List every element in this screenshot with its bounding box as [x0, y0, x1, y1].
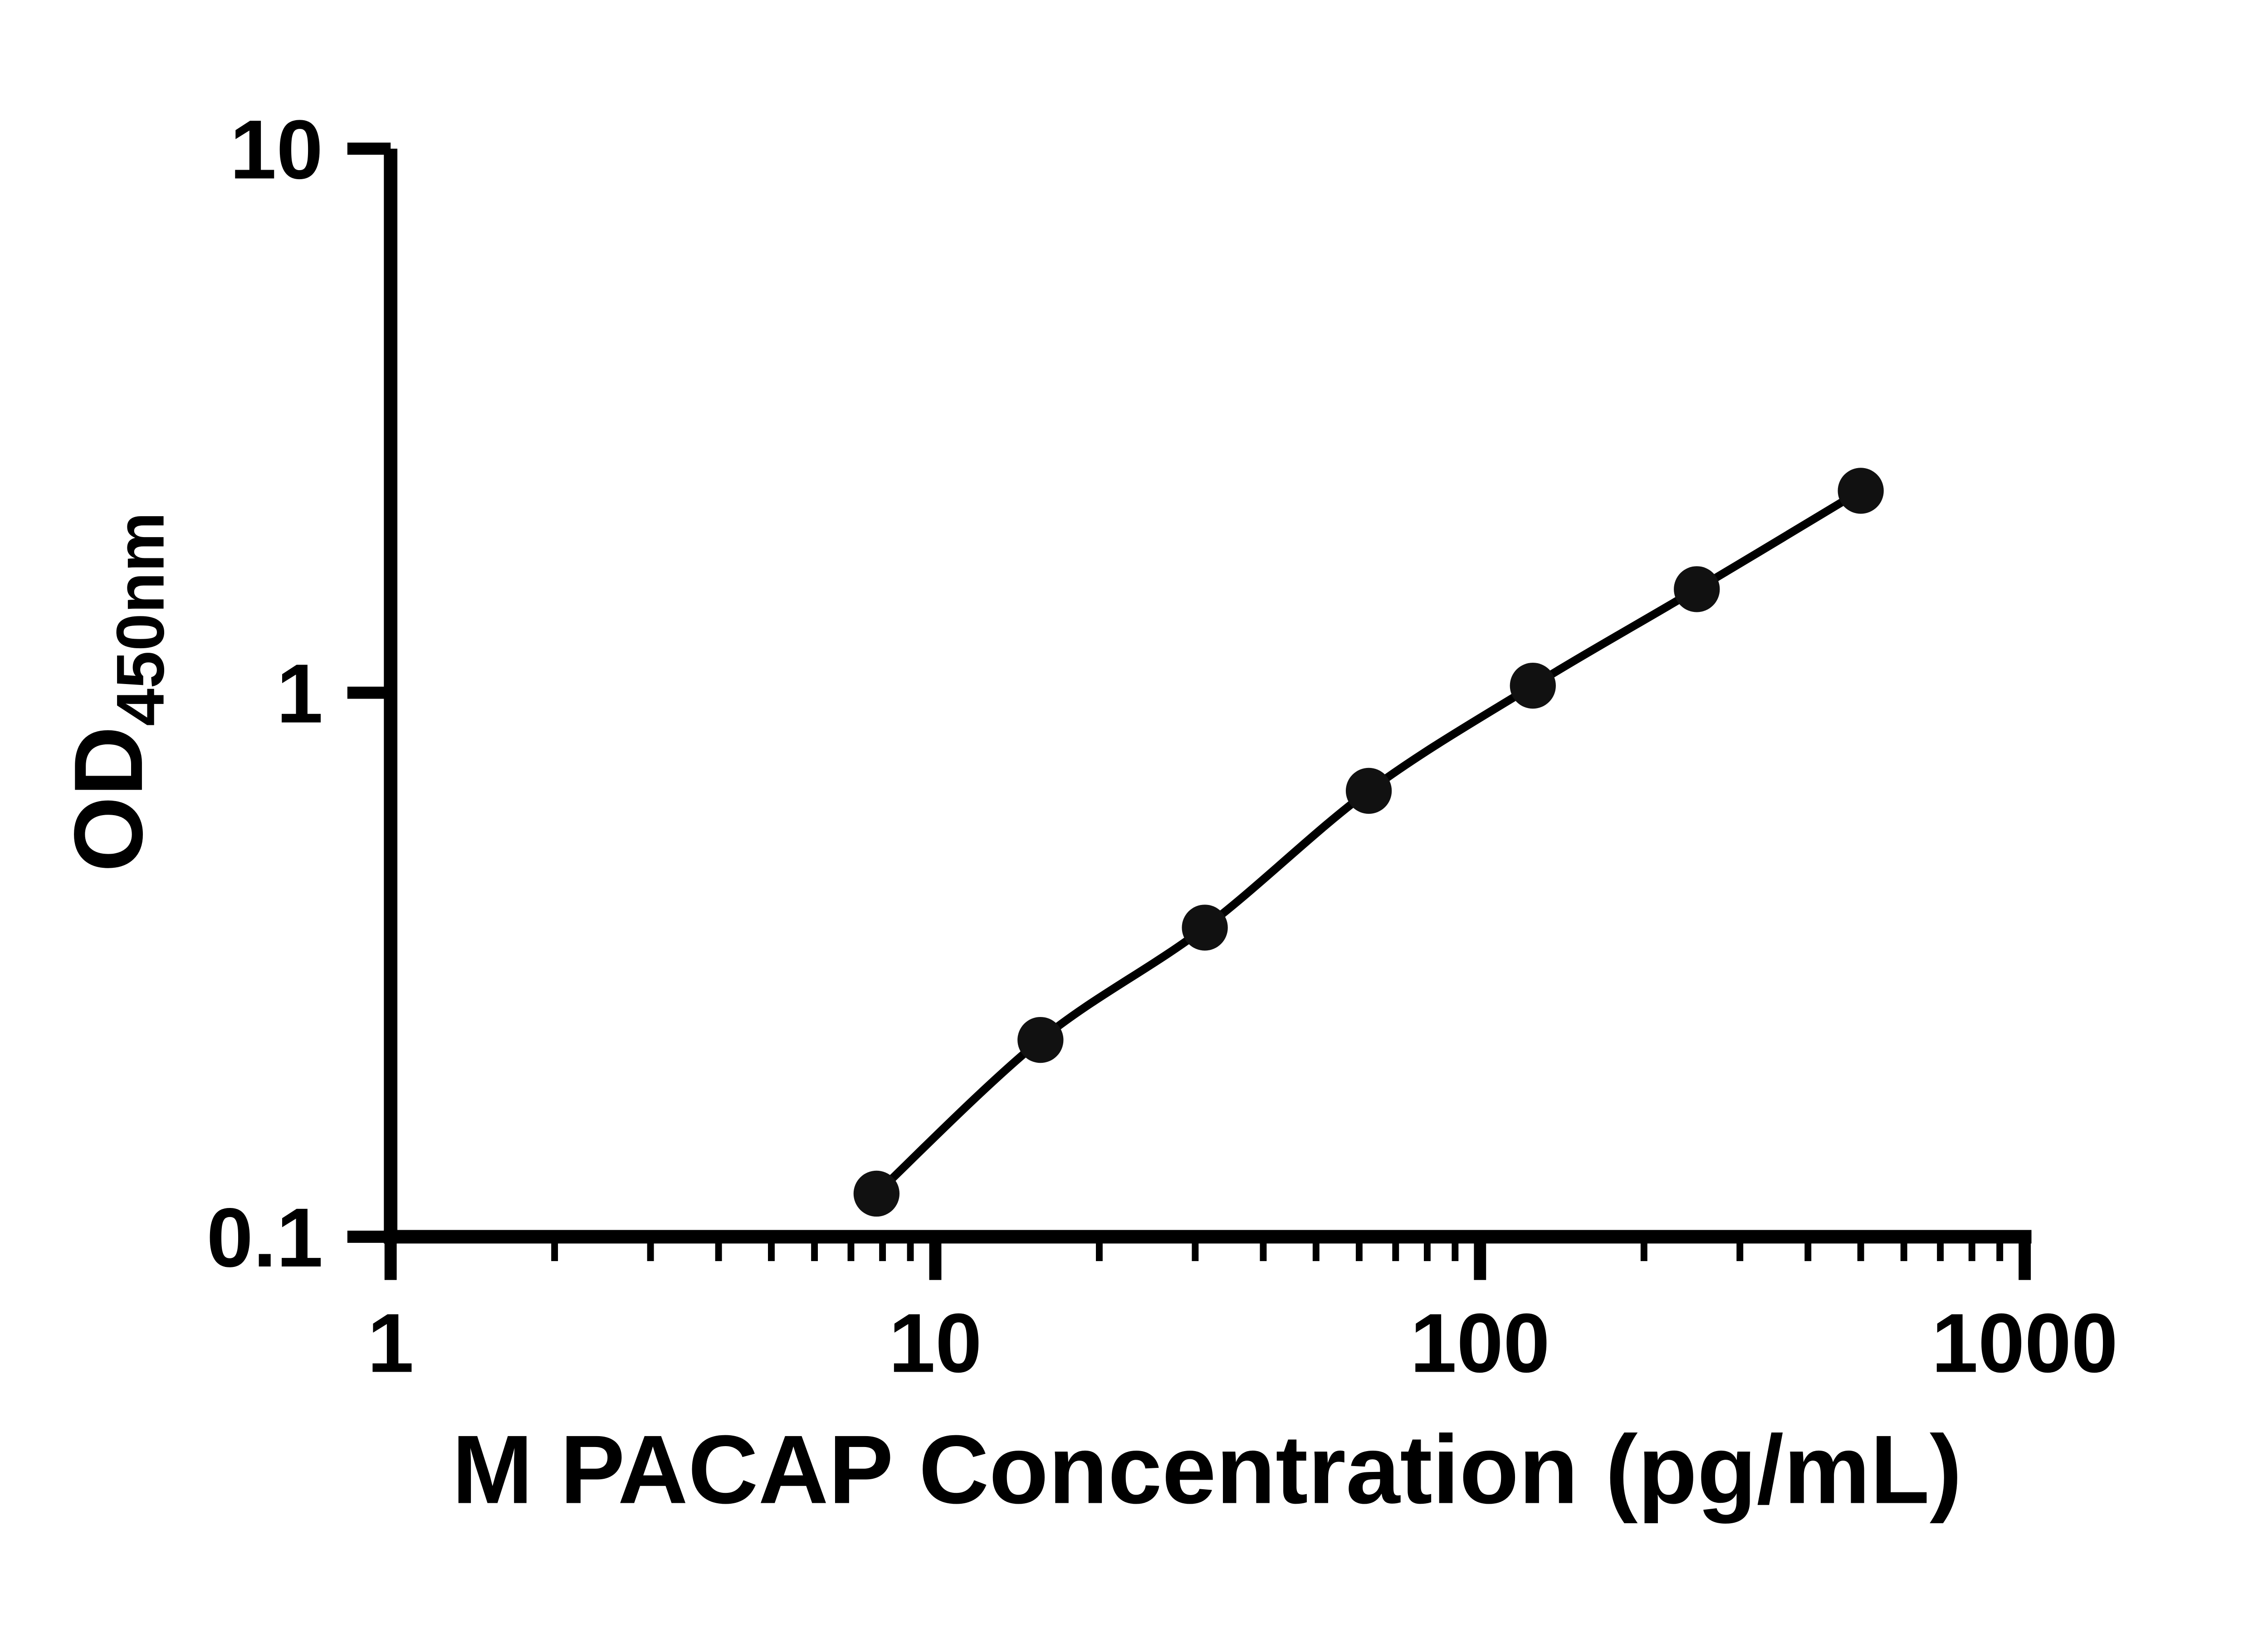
- y-axis-label: OD450nm: [54, 512, 178, 872]
- plot-area: 1 10 100 1000 0.1 1 10: [206, 103, 2118, 1390]
- data-point: [1838, 468, 1884, 514]
- x-tick-label: 1: [367, 1296, 414, 1390]
- y-tick-label: 1: [276, 647, 323, 741]
- data-point: [1510, 662, 1556, 709]
- y-tick-label: 10: [230, 103, 323, 196]
- data-point: [853, 1170, 900, 1217]
- x-tick-label: 10: [889, 1296, 982, 1390]
- data-point: [1674, 566, 1720, 612]
- data-point: [1182, 905, 1228, 951]
- y-axis-label-sub: 450nm: [103, 512, 178, 726]
- data-point: [1017, 1017, 1064, 1063]
- data-point: [1345, 768, 1392, 814]
- x-tick-label: 100: [1410, 1296, 1550, 1390]
- y-tick-label: 0.1: [206, 1191, 323, 1285]
- x-axis-label: M PACAP Concentration (pg/mL): [452, 1415, 1962, 1524]
- y-axis-label-main: OD: [54, 726, 163, 872]
- x-tick-label: 1000: [1931, 1296, 2118, 1390]
